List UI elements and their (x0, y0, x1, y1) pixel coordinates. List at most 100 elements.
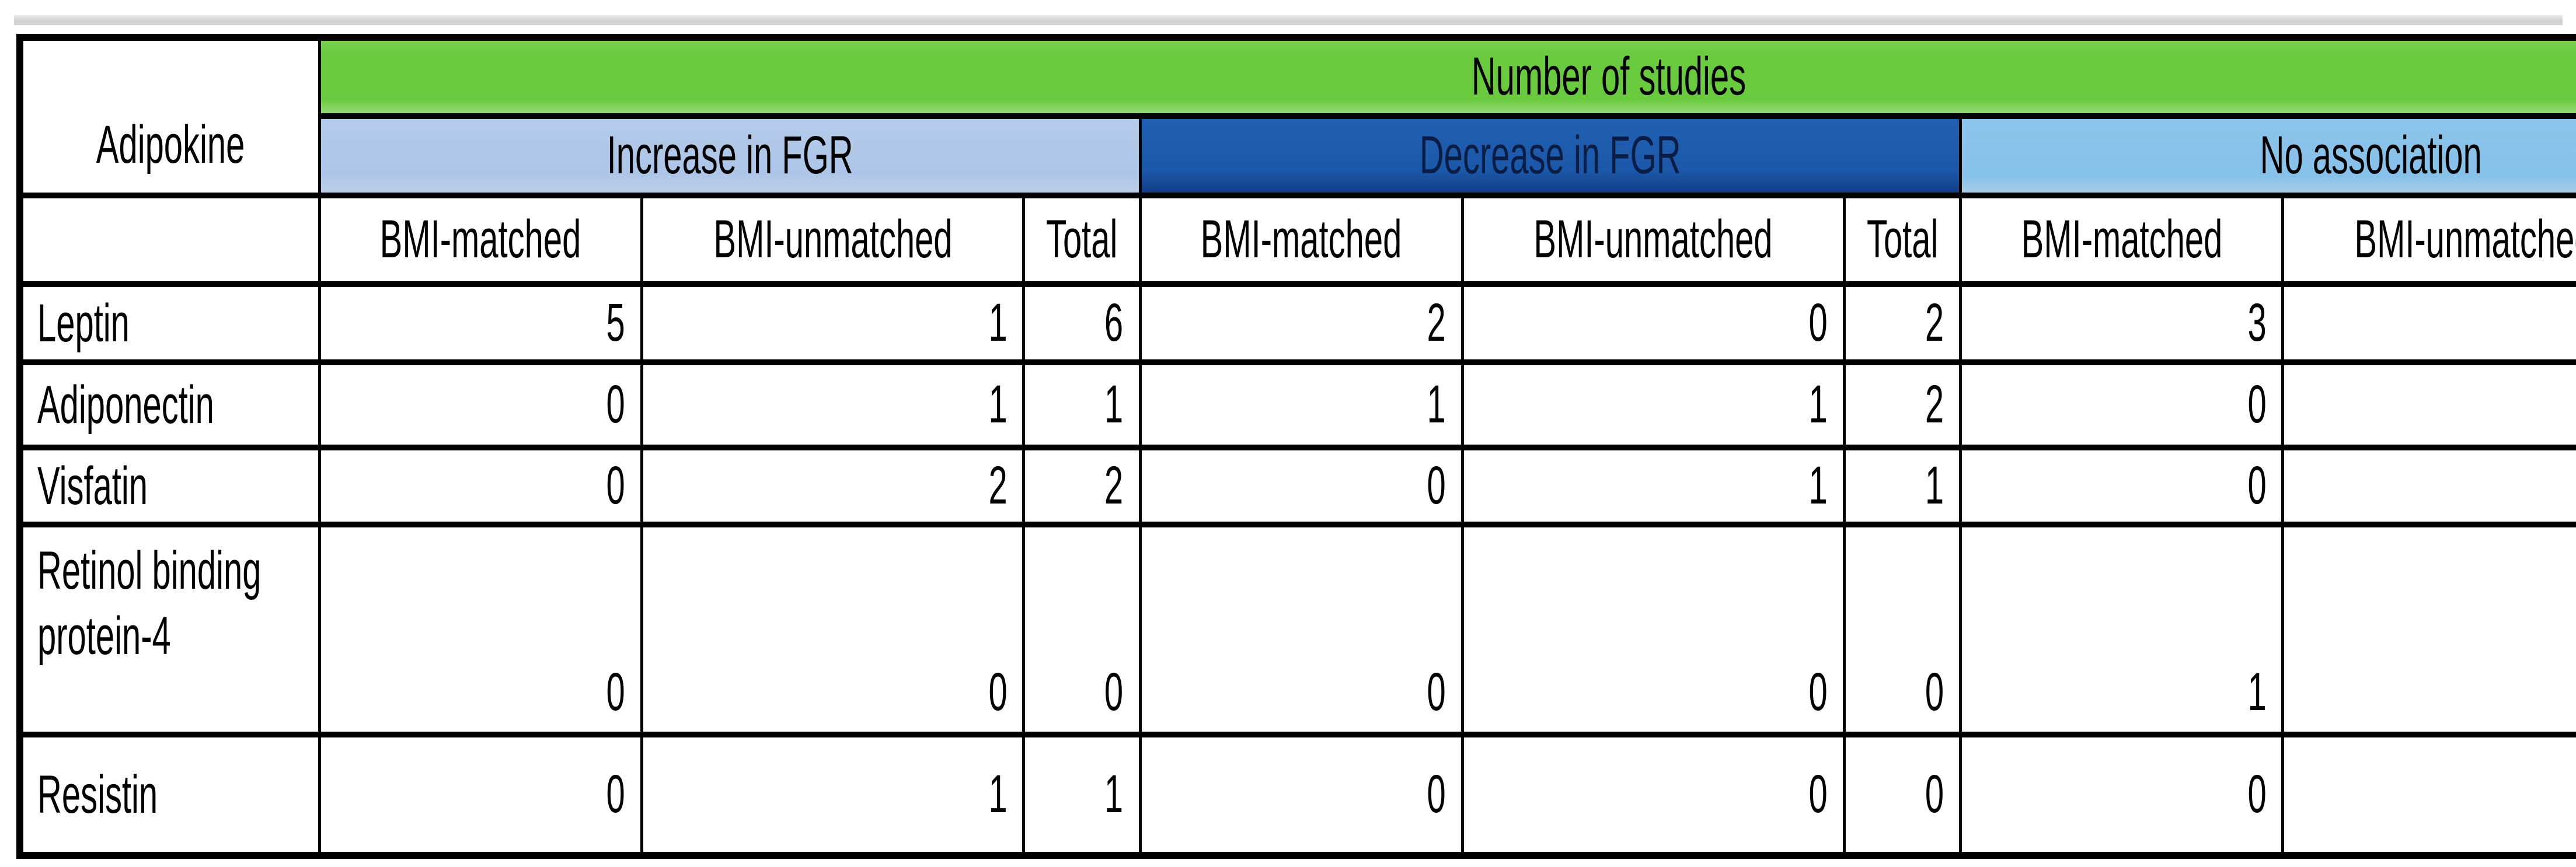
cell-value: 3 (2258, 292, 2576, 354)
cell-value: 1 (2258, 764, 2576, 826)
data-cell: 2 (1022, 445, 1142, 527)
cell-value: 3 (2247, 293, 2267, 353)
row-label-cell: Adiponectin (18, 359, 321, 450)
subheader-decrease-total: Total (1843, 193, 1962, 287)
group-header-increase-fgr: Increase in FGR (318, 113, 1142, 198)
cell-value: 2 (1925, 375, 1944, 435)
data-cell: 0 (318, 445, 643, 527)
cell-value: 1 (988, 375, 1008, 435)
subheader-label: BMI-unmatched (2354, 209, 2576, 270)
row-label-retinol-binding-protein-4: Retinol binding protein-4 (37, 541, 262, 666)
subheader-noassoc-bmi-unmatched: BMI-unmatched (2281, 193, 2576, 287)
cell-value: 0 (606, 662, 625, 722)
cell-value: 0 (2247, 375, 2267, 435)
cell-value: 0 (606, 456, 625, 516)
cell-value: 0 (1925, 662, 1944, 722)
corner-blank-cell (18, 193, 321, 287)
data-cell: 0 (1959, 445, 2285, 527)
row-label-cell: Resistin (18, 732, 321, 858)
cell-value: 0 (1808, 764, 1828, 824)
data-cell: 1 (2281, 359, 2576, 450)
data-cell: 3 (1959, 281, 2285, 365)
data-cell: 0 (1959, 732, 2285, 858)
data-cell: 1 (1022, 732, 1142, 858)
data-cell: 0 (1460, 281, 1846, 365)
data-cell: 0 (1843, 522, 1962, 737)
group-header-no-association: No association (1959, 113, 2576, 198)
subheader-label: BMI-matched (2021, 209, 2223, 270)
row-label-resistin: Resistin (37, 764, 158, 824)
cell-value: 6 (1104, 293, 1124, 353)
data-cell: 0 (1022, 522, 1142, 737)
data-cell: 0 (640, 522, 1026, 737)
subheader-label: BMI-unmatched (1533, 209, 1773, 270)
page-top-strip (14, 15, 2563, 25)
data-cell: 0 (1460, 732, 1846, 858)
row-label-cell: Leptin (18, 281, 321, 365)
table-row-retinol-binding-protein-4: Retinol binding protein-4 0 0 0 0 0 0 1 … (18, 522, 2576, 737)
cell-value: 0 (2247, 764, 2267, 824)
cell-value: 1 (1808, 456, 1828, 516)
row-label-cell: Retinol binding protein-4 (18, 522, 321, 737)
data-cell: 1 (1022, 359, 1142, 450)
data-cell: 2 (640, 445, 1026, 527)
row-label-adiponectin: Adiponectin (37, 375, 214, 435)
decrease-fgr-label: Decrease in FGR (1420, 125, 1681, 186)
cell-value: 1 (2247, 662, 2267, 722)
cell-value: 0 (1104, 662, 1124, 722)
subheader-noassoc-bmi-matched: BMI-matched (1959, 193, 2285, 287)
cell-value: 1 (1427, 375, 1446, 435)
data-cell: 6 (1022, 281, 1142, 365)
subheader-label: BMI-matched (380, 209, 581, 270)
data-cell: 1 (640, 281, 1026, 365)
data-cell: 0 (1138, 445, 1464, 527)
subheader-increase-total: Total (1022, 193, 1142, 287)
data-cell: 1 (1138, 359, 1464, 450)
table-row-resistin: Resistin 0 1 1 0 0 0 0 1 1 2 (18, 732, 2576, 858)
data-cell: 2 (1138, 281, 1464, 365)
header-row-sub: BMI-matched BMI-unmatched Total BMI-matc… (18, 193, 2576, 287)
cell-value: 0 (2247, 456, 2267, 516)
row-label-visfatin: Visfatin (37, 456, 148, 516)
subheader-label: BMI-unmatched (713, 209, 953, 270)
cell-value: 2 (988, 456, 1008, 516)
subheader-label: BMI-matched (1200, 209, 1402, 270)
cell-value: 0 (606, 764, 625, 824)
cell-value: 0 (2258, 455, 2576, 517)
cell-value: 2 (1427, 293, 1446, 353)
data-cell: 0 (318, 522, 643, 737)
data-cell: 0 (1959, 359, 2285, 450)
adipokine-header-cell: Adipokine (18, 34, 321, 198)
cell-value: 0 (1427, 764, 1446, 824)
number-of-studies-label: Number of studies (1471, 47, 1746, 107)
subheader-label: Total (1867, 209, 1939, 270)
cell-value: 0 (988, 662, 1008, 722)
cell-value: 0 (1427, 456, 1446, 516)
data-cell: 1 (1460, 445, 1846, 527)
row-label-leptin: Leptin (37, 293, 130, 353)
data-cell: 1 (1959, 522, 2285, 737)
cell-value: 2 (1925, 293, 1944, 353)
cell-value: 1 (1808, 375, 1828, 435)
data-cell: 0 (318, 359, 643, 450)
cell-value: 1 (988, 293, 1008, 353)
cell-value: 0 (1925, 764, 1944, 824)
data-cell: 1 (2281, 522, 2576, 737)
subheader-increase-bmi-unmatched: BMI-unmatched (640, 193, 1026, 287)
cell-value: 2 (1104, 456, 1124, 516)
cell-value: 5 (606, 293, 625, 353)
data-cell: 1 (1460, 359, 1846, 450)
data-cell: 5 (318, 281, 643, 365)
data-cell: 1 (640, 359, 1026, 450)
data-cell: 0 (1138, 732, 1464, 858)
row-label-cell: Visfatin (18, 445, 321, 527)
cell-value: 1 (2258, 662, 2576, 723)
data-cell: 0 (2281, 445, 2576, 527)
subheader-label: Total (1046, 209, 1118, 270)
cell-value: 0 (606, 375, 625, 435)
studies-table: Adipokine Number of studies Increase in … (16, 34, 2576, 859)
cell-value: 1 (1925, 456, 1944, 516)
adipokine-header-label: Adipokine (96, 115, 245, 175)
data-cell: 0 (1138, 522, 1464, 737)
